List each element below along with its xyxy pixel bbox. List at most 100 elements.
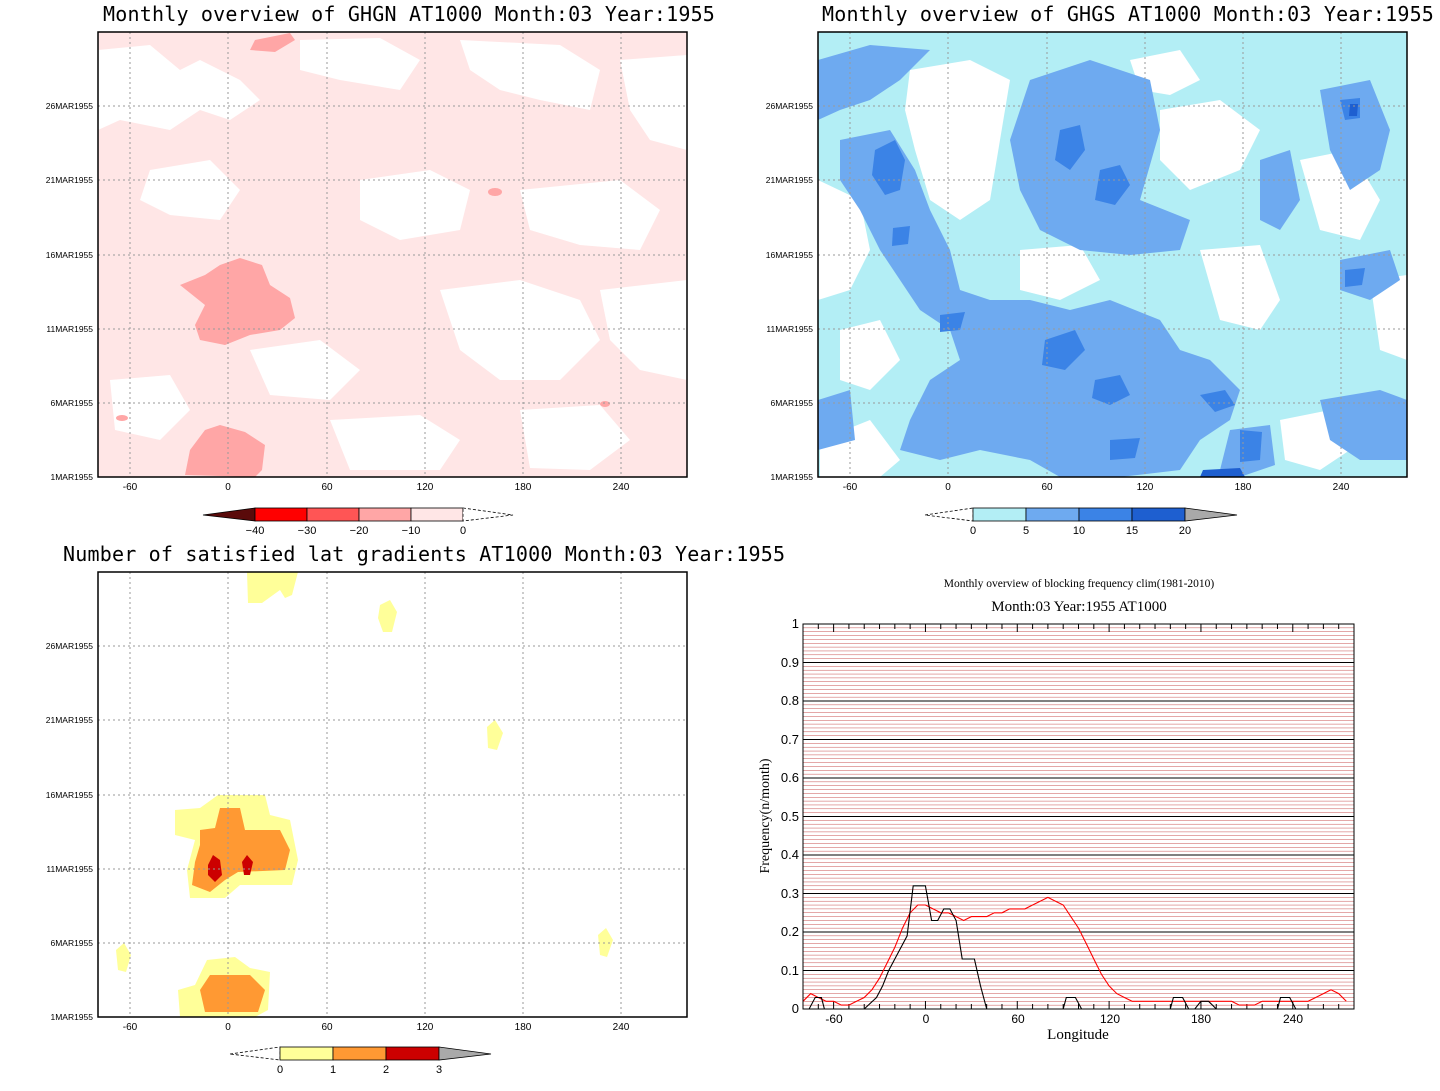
ghgn-x-tick: 120 — [417, 482, 434, 493]
ghgs-cb-low-arrow — [924, 507, 974, 522]
ghgn-x-tick: 60 — [321, 482, 333, 493]
ghgn-x-tick: 0 — [225, 482, 231, 493]
ghgn-cb-swatch — [410, 507, 464, 522]
ghgn-cb-swatch — [254, 507, 308, 522]
ghgs-y-tick: 1MAR1955 — [770, 472, 813, 482]
grad-x-tick: 60 — [321, 1022, 333, 1033]
ghgn-y-tick: 16MAR1955 — [46, 250, 94, 260]
freq-frame — [802, 623, 1355, 1010]
freq-x-tick-label: 240 — [1283, 1012, 1303, 1026]
ghgs-x-tick: 60 — [1041, 482, 1053, 493]
grad-cb-label: 1 — [330, 1064, 336, 1076]
freq-title: Monthly overview of blocking frequency c… — [944, 578, 1215, 590]
grad-cb-swatch — [332, 1046, 387, 1061]
ghgn-cb-label: 0 — [460, 525, 466, 537]
grad-grid — [98, 572, 687, 1017]
ghgn-y-tick: 11MAR1955 — [46, 324, 93, 334]
freq-y-labels: 0 0.1 0.2 0.3 0.4 0.5 0.6 0.7 0.8 0.9 1 — [781, 616, 799, 1016]
freq-subtitle: Month:03 Year:1955 AT1000 — [991, 599, 1166, 615]
freq-x-tick-label: 120 — [1100, 1012, 1120, 1026]
ghgs-x-ticks: -60 0 60 120 180 240 — [843, 482, 1350, 493]
grad-y-tick: 6MAR1955 — [50, 938, 93, 948]
ghgn-x-ticks: -60 0 60 120 180 240 — [123, 482, 630, 493]
ghgs-cb-label: 20 — [1179, 525, 1191, 537]
grad-map: -60 0 60 120 180 240 1MAR1955 6MAR1955 1… — [46, 571, 688, 1076]
ghgs-cb-swatch — [1078, 507, 1133, 522]
freq-y-tick-label: 0.6 — [781, 770, 799, 785]
freq-y-tick-label: 0 — [792, 1001, 799, 1016]
grad-x-tick: 120 — [417, 1022, 434, 1033]
ghgn-map: -60 0 60 120 180 240 1MAR1955 6MAR1955 1… — [46, 31, 688, 537]
ghgn-y-ticks: 1MAR1955 6MAR1955 11MAR1955 16MAR1955 21… — [46, 101, 94, 482]
ghgs-cb-label: 10 — [1073, 525, 1085, 537]
grad-x-tick: -60 — [123, 1022, 138, 1033]
freq-ylabel: Frequency(n/month) — [758, 758, 773, 873]
ghgn-x-tick: -60 — [123, 482, 138, 493]
ghgn-cb-high-arrow — [462, 507, 514, 522]
freq-ticks — [802, 624, 1355, 1009]
ghgn-x-tick: 240 — [613, 482, 630, 493]
freq-chart: Monthly overview of blocking frequency c… — [758, 578, 1355, 1043]
freq-y-tick-label: 1 — [792, 616, 799, 631]
ghgn-title: Monthly overview of GHGN AT1000 Month:03… — [103, 2, 716, 26]
ghgn-cb-labels: −40 −30 −20 −10 0 — [246, 525, 466, 537]
ghgs-x-tick: 0 — [945, 482, 951, 493]
ghgs-y-tick: 16MAR1955 — [766, 250, 814, 260]
grad-title: Number of satisfied lat gradients AT1000… — [63, 542, 786, 566]
ghgs-cb-labels: 0 5 10 15 20 — [970, 525, 1191, 537]
ghgs-y-ticks: 1MAR1955 6MAR1955 11MAR1955 16MAR1955 21… — [766, 101, 814, 482]
ghgs-cb-label: 15 — [1126, 525, 1138, 537]
ghgn-cb-swatch — [306, 507, 360, 522]
freq-grid — [803, 627, 1354, 1006]
grad-cb-swatch — [279, 1046, 334, 1061]
ghgn-cb-low-arrow — [202, 507, 256, 522]
freq-y-tick-label: 0.7 — [781, 732, 799, 747]
ghgs-y-tick: 26MAR1955 — [766, 101, 814, 111]
ghgn-cb-label: −20 — [350, 525, 369, 537]
grad-y-tick: 21MAR1955 — [46, 715, 94, 725]
freq-y-tick-label: 0.2 — [781, 924, 799, 939]
ghgs-cb-swatch — [1025, 507, 1080, 522]
grad-x-ticks: -60 0 60 120 180 240 — [123, 1022, 630, 1033]
grad-x-tick: 180 — [515, 1022, 532, 1033]
grad-cb-swatch — [385, 1046, 440, 1061]
freq-x-tick-label: -60 — [825, 1012, 843, 1026]
ghgs-x-tick: 180 — [1235, 482, 1252, 493]
grad-y-tick: 1MAR1955 — [50, 1012, 93, 1022]
ghgs-cb-swatch — [1131, 507, 1186, 522]
ghgs-grid — [818, 32, 1407, 477]
ghgs-colorbar — [924, 507, 1238, 522]
freq-x-tick-label: 60 — [1011, 1012, 1025, 1026]
ghgn-cb-label: −30 — [298, 525, 317, 537]
ghgn-y-tick: 1MAR1955 — [50, 472, 93, 482]
grad-x-tick: 240 — [613, 1022, 630, 1033]
ghgs-x-tick: 240 — [1333, 482, 1350, 493]
freq-x-tick-label: 0 — [923, 1012, 930, 1026]
grad-cb-high-arrow — [438, 1046, 492, 1061]
ghgn-grid — [98, 32, 687, 477]
ghgs-x-tick: 120 — [1137, 482, 1154, 493]
grad-frame — [97, 571, 688, 1018]
freq-x-tick-label: 180 — [1191, 1012, 1211, 1026]
ghgn-colorbar — [202, 507, 514, 522]
freq-y-tick-label: 0.5 — [781, 809, 799, 824]
freq-xlabel: Longitude — [1047, 1027, 1109, 1043]
grad-y-ticks: 1MAR1955 6MAR1955 11MAR1955 16MAR1955 21… — [46, 641, 94, 1022]
grad-cb-label: 0 — [277, 1064, 283, 1076]
ghgn-y-tick: 26MAR1955 — [46, 101, 94, 111]
grad-cb-low-arrow — [229, 1046, 281, 1061]
freq-y-tick-label: 0.1 — [781, 963, 799, 978]
ghgs-cb-high-arrow — [1184, 507, 1238, 522]
ghgn-frame — [97, 31, 688, 478]
ghgs-cb-label: 5 — [1023, 525, 1029, 537]
freq-series-red-line — [802, 896, 1347, 1006]
grad-y-tick: 26MAR1955 — [46, 641, 94, 651]
freq-y-tick-label: 0.4 — [781, 847, 799, 862]
grad-y-tick: 11MAR1955 — [46, 864, 93, 874]
ghgs-cb-label: 0 — [970, 525, 976, 537]
ghgn-x-tick: 180 — [515, 482, 532, 493]
ghgn-y-tick: 21MAR1955 — [46, 175, 94, 185]
grad-x-tick: 0 — [225, 1022, 231, 1033]
freq-y-tick-label: 0.9 — [781, 655, 799, 670]
freq-series-black-line — [803, 885, 1354, 1010]
